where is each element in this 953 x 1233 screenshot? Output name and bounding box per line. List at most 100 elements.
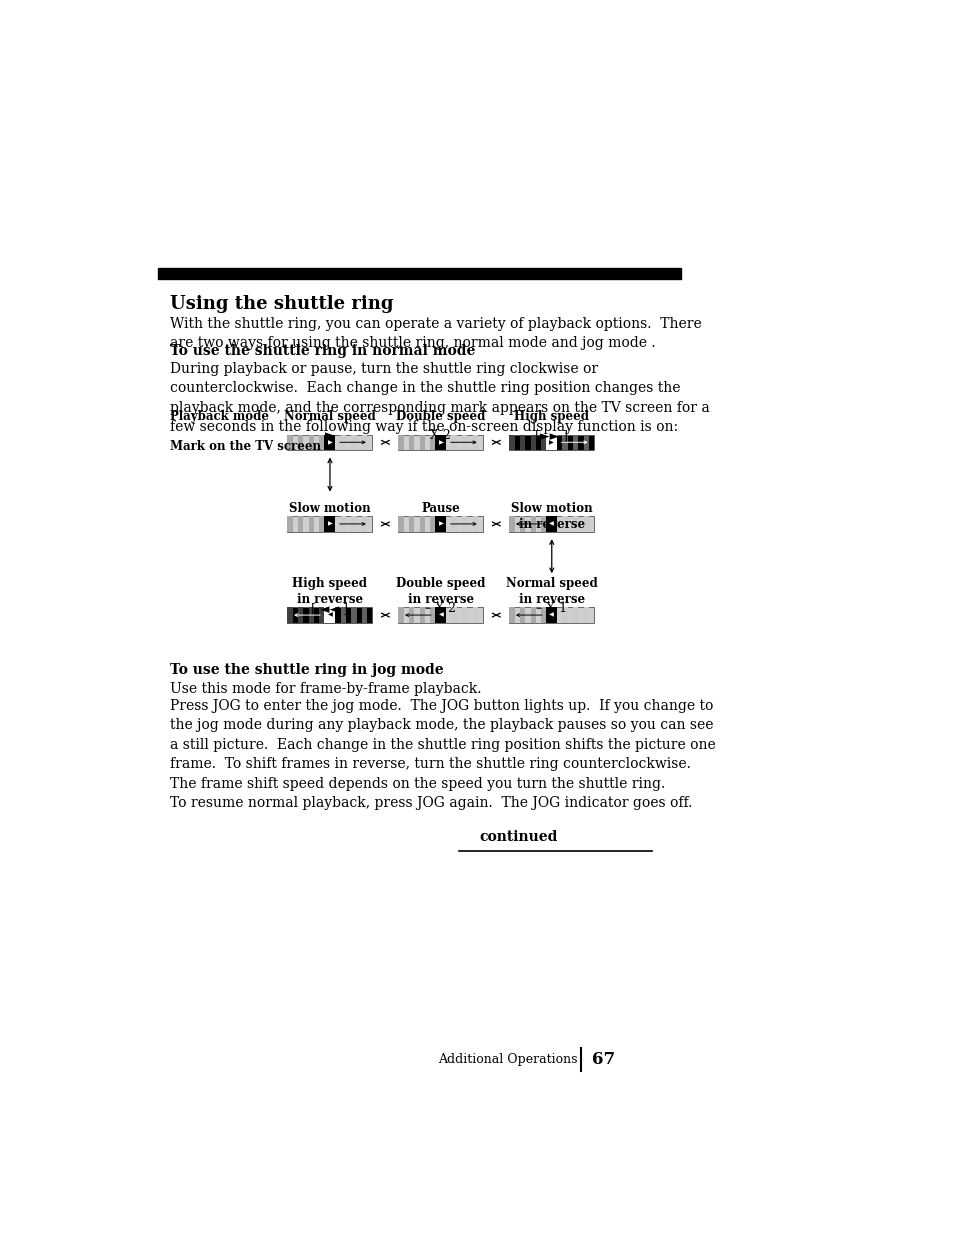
Text: ▶: ▶ bbox=[549, 440, 554, 445]
Bar bbox=[361, 435, 367, 450]
Bar bbox=[562, 435, 567, 450]
Bar bbox=[551, 517, 557, 531]
Bar bbox=[287, 435, 372, 450]
Bar bbox=[473, 608, 477, 623]
Bar bbox=[509, 608, 594, 623]
Text: ▶: ▶ bbox=[327, 522, 332, 526]
Text: Normal speed: Normal speed bbox=[284, 411, 375, 423]
Bar bbox=[530, 435, 536, 450]
Bar bbox=[297, 608, 303, 623]
Bar bbox=[297, 517, 303, 531]
Bar bbox=[583, 435, 588, 450]
Bar bbox=[461, 517, 467, 531]
Bar bbox=[509, 435, 514, 450]
Text: Use this mode for frame-by-frame playback.: Use this mode for frame-by-frame playbac… bbox=[170, 682, 480, 695]
Bar bbox=[451, 435, 456, 450]
Text: Playback mode: Playback mode bbox=[170, 411, 268, 423]
Text: Press JOG to enter the jog mode.  The JOG button lights up.  If you change to
th: Press JOG to enter the jog mode. The JOG… bbox=[170, 699, 715, 810]
Bar bbox=[573, 517, 578, 531]
Bar bbox=[330, 608, 335, 623]
Bar bbox=[330, 517, 335, 531]
Bar bbox=[509, 435, 594, 450]
Text: During playback or pause, turn the shuttle ring clockwise or
counterclockwise.  : During playback or pause, turn the shutt… bbox=[170, 361, 708, 434]
Bar bbox=[419, 517, 424, 531]
Text: With the shuttle ring, you can operate a variety of playback options.  There
are: With the shuttle ring, you can operate a… bbox=[170, 317, 700, 350]
Bar bbox=[546, 517, 557, 531]
Text: High speed: High speed bbox=[514, 411, 589, 423]
Bar bbox=[361, 517, 367, 531]
Text: ◀: ◀ bbox=[327, 613, 332, 618]
Bar bbox=[351, 608, 356, 623]
Text: Using the shuttle ring: Using the shuttle ring bbox=[170, 295, 393, 313]
Text: Double speed
in reverse: Double speed in reverse bbox=[395, 577, 485, 607]
Bar bbox=[509, 517, 594, 531]
Bar bbox=[435, 608, 446, 623]
Bar bbox=[440, 517, 446, 531]
Text: ▶: ▶ bbox=[438, 522, 443, 526]
Text: High speed
in reverse: High speed in reverse bbox=[293, 577, 367, 607]
Bar bbox=[551, 608, 557, 623]
Bar bbox=[340, 517, 346, 531]
Bar bbox=[540, 608, 546, 623]
Bar bbox=[551, 435, 557, 450]
Bar bbox=[340, 435, 346, 450]
Bar bbox=[157, 268, 680, 279]
Bar bbox=[319, 435, 324, 450]
Bar bbox=[519, 517, 525, 531]
Bar bbox=[398, 517, 483, 531]
Bar bbox=[473, 517, 477, 531]
Bar bbox=[351, 517, 356, 531]
Bar bbox=[309, 517, 314, 531]
Bar bbox=[398, 608, 483, 623]
Text: ►: ► bbox=[325, 429, 335, 441]
Text: – X 2: – X 2 bbox=[425, 602, 456, 615]
Text: To use the shuttle ring in normal mode: To use the shuttle ring in normal mode bbox=[170, 344, 475, 358]
Text: Mark on the TV screen: Mark on the TV screen bbox=[170, 440, 320, 454]
Bar bbox=[340, 608, 346, 623]
Bar bbox=[573, 435, 578, 450]
Text: ◀: ◀ bbox=[549, 522, 554, 526]
Bar bbox=[530, 608, 536, 623]
Text: Pause: Pause bbox=[421, 502, 459, 515]
Bar bbox=[409, 435, 414, 450]
Text: [►► ]: [►► ] bbox=[535, 429, 568, 441]
Text: Double speed: Double speed bbox=[395, 411, 485, 423]
Bar bbox=[573, 608, 578, 623]
Bar bbox=[540, 517, 546, 531]
Bar bbox=[287, 608, 293, 623]
Bar bbox=[509, 517, 514, 531]
Bar bbox=[461, 435, 467, 450]
Bar bbox=[309, 435, 314, 450]
Text: 67: 67 bbox=[592, 1051, 615, 1068]
Bar bbox=[473, 435, 477, 450]
Bar bbox=[509, 608, 514, 623]
Bar bbox=[419, 608, 424, 623]
Bar bbox=[430, 435, 436, 450]
Bar bbox=[430, 608, 436, 623]
Text: [ ◄◄ ]: [ ◄◄ ] bbox=[311, 602, 348, 615]
Bar bbox=[530, 517, 536, 531]
Bar bbox=[398, 608, 403, 623]
Text: X 2: X 2 bbox=[430, 429, 451, 441]
Bar bbox=[398, 435, 483, 450]
Text: Slow motion: Slow motion bbox=[289, 502, 371, 515]
Text: – X 1: – X 1 bbox=[536, 602, 567, 615]
Text: ◀: ◀ bbox=[438, 613, 443, 618]
Bar bbox=[324, 608, 335, 623]
Text: Normal speed
in reverse: Normal speed in reverse bbox=[505, 577, 597, 607]
Bar bbox=[409, 517, 414, 531]
Bar bbox=[562, 608, 567, 623]
Bar bbox=[435, 517, 446, 531]
Bar bbox=[519, 435, 525, 450]
Text: To use the shuttle ring in jog mode: To use the shuttle ring in jog mode bbox=[170, 662, 443, 677]
Text: ▶: ▶ bbox=[327, 440, 332, 445]
Bar bbox=[309, 608, 314, 623]
Bar bbox=[562, 517, 567, 531]
Bar bbox=[324, 435, 335, 450]
Bar bbox=[435, 435, 446, 450]
Bar bbox=[361, 608, 367, 623]
Bar bbox=[440, 608, 446, 623]
Bar bbox=[583, 517, 588, 531]
Bar bbox=[540, 435, 546, 450]
Bar bbox=[351, 435, 356, 450]
